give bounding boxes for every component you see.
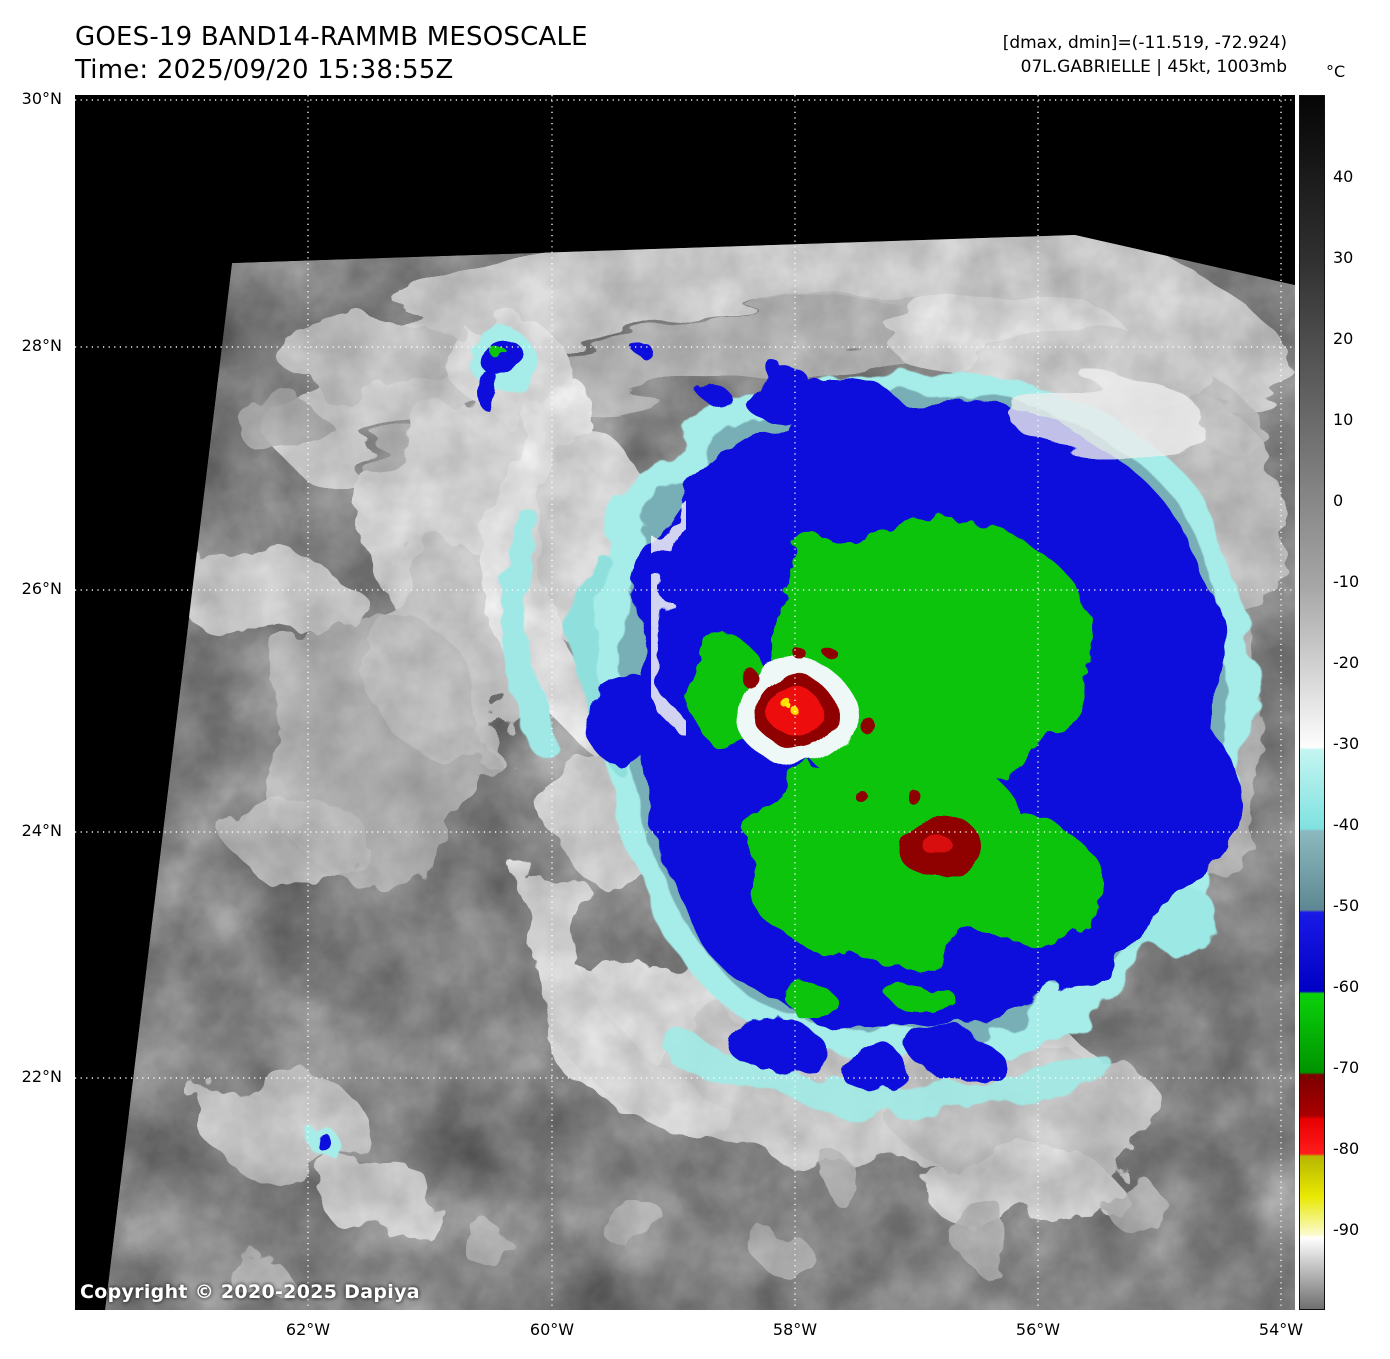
cold-shield-green [495,351,1100,1018]
colorbar-tick: -20 [1333,653,1360,672]
colorbar-tick: -30 [1333,734,1360,753]
colorbar-tick: -10 [1333,572,1360,591]
lon-label-62w: 62°W [285,1320,331,1339]
timestamp: Time: 2025/09/20 15:38:55Z [75,55,454,85]
colorbar-tick: -40 [1333,815,1360,834]
lat-label-30n: 30°N [21,89,62,108]
colorbar-tick: -60 [1333,977,1360,996]
colorbar-tick: 40 [1333,167,1354,186]
colorbar-tick: -70 [1333,1058,1360,1077]
colorbar-tick: -90 [1333,1220,1360,1239]
satellite-image-plot [75,95,1295,1310]
lon-label-56w: 56°W [1015,1320,1061,1339]
colorbar-tick: 10 [1333,410,1354,429]
colorbar-tick: 30 [1333,248,1354,267]
mesoscale-swath [105,235,1295,1310]
satellite-image [75,95,1295,1310]
lat-label-24n: 24°N [21,821,62,840]
page-title: GOES-19 BAND14-RAMMB MESOSCALE [75,22,588,52]
storm-info: 07L.GABRIELLE | 45kt, 1003mb [1020,57,1287,77]
copyright-notice: Copyright © 2020-2025 Dapiya [80,1281,420,1303]
lon-label-60w: 60°W [529,1320,575,1339]
lat-label-26n: 26°N [21,579,62,598]
colorbar-gradient [1299,95,1325,1310]
colorbar-tick: 20 [1333,329,1354,348]
colorbar-tick: 0 [1333,491,1344,510]
colorbar-tick: -80 [1333,1139,1360,1158]
colorbar-unit-label: °C [1326,62,1346,81]
lon-label-58w: 58°W [772,1320,818,1339]
gridlines [75,95,1295,1310]
lat-label-22n: 22°N [21,1067,62,1086]
lon-label-54w: 54°W [1258,1320,1304,1339]
colorbar-tick: -50 [1333,896,1360,915]
overlay-cirrus [649,385,1205,732]
dmax-dmin-readout: [dmax, dmin]=(-11.519, -72.924) [1002,33,1287,53]
lat-label-28n: 28°N [21,336,62,355]
